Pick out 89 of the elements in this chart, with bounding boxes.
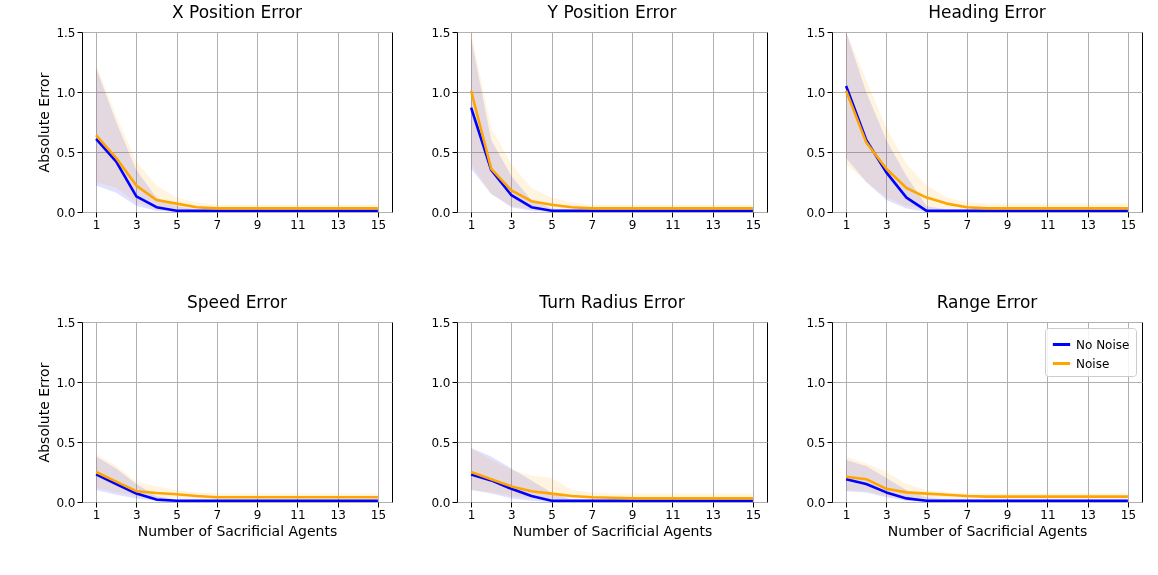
y-tick-label: 0.5	[56, 435, 76, 450]
x-tick-label: 1	[92, 507, 101, 522]
x-tick-label: 7	[213, 217, 222, 232]
chart-title: X Position Error	[171, 2, 303, 22]
x-tick-label: 13	[705, 507, 721, 522]
x-tick-label: 15	[370, 507, 387, 522]
x-tick-label: 5	[173, 507, 181, 522]
x-tick-label: 3	[133, 217, 141, 232]
x-tick-label: 15	[1120, 217, 1137, 232]
x-tick-label: 5	[173, 217, 181, 232]
y-tick-label: 0.5	[806, 435, 826, 450]
x-tick-label: 1	[842, 217, 851, 232]
y-tick-label: 1.0	[806, 85, 826, 100]
x-tick-label: 7	[588, 217, 597, 232]
x-tick-label: 3	[133, 507, 141, 522]
x-axis-title: Number of Sacrificial Agents	[512, 522, 713, 539]
y-tick-label: 1.5	[806, 315, 826, 330]
x-tick-label: 5	[548, 217, 556, 232]
chart-title: Turn Radius Error	[538, 292, 685, 312]
x-tick-label: 11	[290, 217, 306, 232]
y-tick-label: 1.5	[56, 25, 76, 40]
x-tick-label: 13	[1080, 507, 1096, 522]
y-tick-label: 0.0	[806, 495, 826, 510]
y-tick-label: 1.5	[56, 315, 76, 330]
x-tick-label: 1	[842, 507, 851, 522]
x-tick-label: 1	[467, 217, 476, 232]
x-tick-label: 13	[330, 507, 346, 522]
x-tick-label: 3	[508, 507, 516, 522]
y-tick-label: 0.0	[56, 495, 76, 510]
x-tick-label: 9	[1003, 217, 1012, 232]
y-tick-label: 0.5	[431, 435, 451, 450]
x-tick-label: 7	[213, 507, 222, 522]
y-tick-label: 0.5	[806, 145, 826, 160]
y-tick-label: 1.0	[56, 85, 76, 100]
line-series	[469, 106, 755, 213]
x-tick-label: 3	[508, 217, 516, 232]
y-tick-label: 0.0	[431, 205, 451, 220]
x-tick-label: 13	[330, 217, 346, 232]
x-tick-label: 9	[628, 217, 637, 232]
y-tick-label: 0.0	[431, 495, 451, 510]
x-tick-label: 1	[92, 217, 101, 232]
x-tick-label: 5	[923, 217, 931, 232]
x-tick-label: 1	[467, 507, 476, 522]
y-tick-label: 1.5	[806, 25, 826, 40]
x-tick-label: 11	[1040, 507, 1056, 522]
x-tick-label: 7	[963, 217, 972, 232]
x-tick-label: 9	[1003, 507, 1012, 522]
x-tick-label: 3	[883, 217, 891, 232]
x-tick-label: 15	[1120, 507, 1137, 522]
chart-title: Range Error	[936, 292, 1038, 312]
x-tick-label: 5	[923, 507, 931, 522]
y-axis-title: Absolute Error	[36, 72, 53, 173]
line-series	[469, 89, 755, 210]
x-tick-label: 11	[665, 217, 681, 232]
line-series	[844, 477, 1130, 503]
x-tick-label: 11	[665, 507, 681, 522]
x-tick-label: 7	[588, 507, 597, 522]
y-axis-title: Absolute Error	[36, 362, 53, 463]
x-tick-label: 13	[705, 217, 721, 232]
x-tick-label: 7	[963, 507, 972, 522]
x-tick-label: 15	[370, 217, 387, 232]
chart-title: Speed Error	[186, 292, 288, 312]
chart-title: Y Position Error	[546, 2, 677, 22]
y-tick-label: 0.5	[431, 145, 451, 160]
y-tick-label: 1.0	[431, 85, 451, 100]
y-tick-label: 0.0	[56, 205, 76, 220]
chart-title: Heading Error	[928, 2, 1046, 22]
x-tick-label: 13	[1080, 217, 1096, 232]
line-series	[844, 475, 1130, 498]
x-tick-label: 15	[745, 507, 762, 522]
x-axis-title: Number of Sacrificial Agents	[137, 522, 338, 539]
x-tick-label: 11	[290, 507, 306, 522]
x-tick-label: 9	[253, 507, 262, 522]
x-axis-title: Number of Sacrificial Agents	[887, 522, 1088, 539]
y-tick-label: 1.5	[431, 315, 451, 330]
y-tick-label: 0.0	[806, 205, 826, 220]
x-tick-label: 3	[883, 507, 891, 522]
x-tick-label: 15	[745, 217, 762, 232]
y-tick-label: 1.0	[431, 375, 451, 390]
legend-label: No Noise	[1076, 337, 1130, 352]
y-tick-label: 1.5	[431, 25, 451, 40]
y-tick-label: 1.0	[806, 375, 826, 390]
y-tick-label: 1.0	[56, 375, 76, 390]
legend-label: Noise	[1076, 356, 1110, 371]
x-tick-label: 11	[1040, 217, 1056, 232]
x-tick-label: 5	[548, 507, 556, 522]
x-tick-label: 9	[253, 217, 262, 232]
y-tick-label: 0.5	[56, 145, 76, 160]
x-tick-label: 9	[628, 507, 637, 522]
